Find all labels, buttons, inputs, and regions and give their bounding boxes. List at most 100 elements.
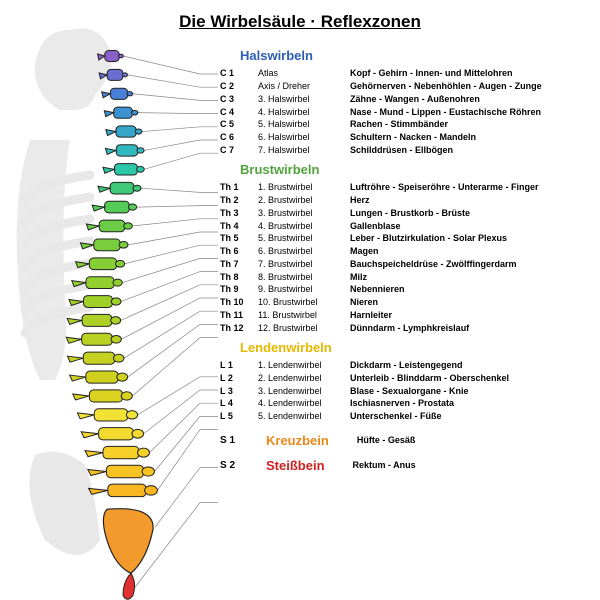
coccyx-organs: Rektum - Anus xyxy=(353,460,416,470)
reflex-organs: Ischiasnerven - Prostata xyxy=(350,397,590,410)
vertebra-code: C 2 xyxy=(220,80,258,93)
vertebra-code: C 5 xyxy=(220,118,258,131)
table-row: C 55. HalswirbelRachen - Stimmbänder xyxy=(220,118,590,131)
vertebra-code: Th 3 xyxy=(220,207,258,220)
table-row: Th 1212. BrustwirbelDünndarm - Lymphkrei… xyxy=(220,321,590,334)
vertebra-name: 7. Brustwirbel xyxy=(258,258,350,271)
vertebra-code: L 4 xyxy=(220,397,258,410)
vertebra-name: 6. Halswirbel xyxy=(258,131,350,144)
reflex-organs: Zähne - Wangen - Außenohren xyxy=(350,92,590,105)
table-row: L 11. LendenwirbelDickdarm - Leistengege… xyxy=(220,359,590,372)
vertebra-code: C 7 xyxy=(220,143,258,156)
vertebra-name: 10. Brustwirbel xyxy=(258,296,350,309)
vertebra-code: C 4 xyxy=(220,105,258,118)
table-row: Th 77. BrustwirbelBauchspeicheldrüse - Z… xyxy=(220,258,590,271)
sacrum-organs: Hüfte - Gesäß xyxy=(357,435,416,445)
reflex-organs: Milz xyxy=(350,270,590,283)
reflex-organs: Nebennieren xyxy=(350,283,590,296)
reflex-organs: Dünndarm - Lymphkreislauf xyxy=(350,321,590,334)
table-row: C 33. HalswirbelZähne - Wangen - Außenoh… xyxy=(220,92,590,105)
vertebra-name: 3. Lendenwirbel xyxy=(258,384,350,397)
vertebra-name: 12. Brustwirbel xyxy=(258,321,350,334)
vertebra-code: Th 4 xyxy=(220,219,258,232)
reflex-organs: Rachen - Stimmbänder xyxy=(350,118,590,131)
vertebra-name: 4. Halswirbel xyxy=(258,105,350,118)
reflex-organs: Magen xyxy=(350,245,590,258)
vertebra-code: L 3 xyxy=(220,384,258,397)
vertebra-name: 1. Lendenwirbel xyxy=(258,359,350,372)
section-table-thoracic: Th 11. BrustwirbelLuftröhre - Speiseröhr… xyxy=(220,181,590,334)
vertebra-name: Atlas xyxy=(258,67,350,80)
vertebra-name: 8. Brustwirbel xyxy=(258,270,350,283)
table-row: Th 88. BrustwirbelMilz xyxy=(220,270,590,283)
table-row: Th 1111. BrustwirbelHarnleiter xyxy=(220,308,590,321)
sacrum-row: S 1 Kreuzbein Hüfte - Gesäß xyxy=(220,433,590,448)
table-row: C 1AtlasKopf - Gehirn - Innen- und Mitte… xyxy=(220,67,590,80)
table-row: Th 44. BrustwirbelGallenblase xyxy=(220,219,590,232)
vertebra-code: Th 11 xyxy=(220,308,258,321)
reflex-organs: Luftröhre - Speiseröhre - Unterarme - Fi… xyxy=(350,181,590,194)
vertebra-code: L 5 xyxy=(220,410,258,423)
vertebra-name: 11. Brustwirbel xyxy=(258,308,350,321)
vertebra-code: C 6 xyxy=(220,131,258,144)
vertebra-code: Th 12 xyxy=(220,321,258,334)
vertebra-code: Th 9 xyxy=(220,283,258,296)
table-row: Th 55. BrustwirbelLeber - Blutzirkulatio… xyxy=(220,232,590,245)
reflex-organs: Dickdarm - Leistengegend xyxy=(350,359,590,372)
vertebra-code: Th 8 xyxy=(220,270,258,283)
coccyx-label: Steißbein xyxy=(266,458,325,473)
vertebra-code: L 2 xyxy=(220,372,258,385)
vertebra-name: 5. Lendenwirbel xyxy=(258,410,350,423)
table-row: Th 1010. BrustwirbelNieren xyxy=(220,296,590,309)
vertebra-code: Th 1 xyxy=(220,181,258,194)
table-row: C 77. HalswirbelSchilddrüsen - Ellbögen xyxy=(220,143,590,156)
vertebra-code: L 1 xyxy=(220,359,258,372)
reflex-organs: Schilddrüsen - Ellbögen xyxy=(350,143,590,156)
table-row: Th 22. BrustwirbelHerz xyxy=(220,194,590,207)
vertebra-name: 3. Halswirbel xyxy=(258,92,350,105)
table-row: C 66. HalswirbelSchultern - Nacken - Man… xyxy=(220,131,590,144)
vertebra-name: Axis / Dreher xyxy=(258,80,350,93)
vertebra-code: Th 6 xyxy=(220,245,258,258)
table-row: L 44. LendenwirbelIschiasnerven - Prosta… xyxy=(220,397,590,410)
reflex-organs: Kopf - Gehirn - Innen- und Mittelohren xyxy=(350,67,590,80)
vertebra-name: 5. Brustwirbel xyxy=(258,232,350,245)
reflex-organs: Bauchspeicheldrüse - Zwölffingerdarm xyxy=(350,258,590,271)
table-row: Th 99. BrustwirbelNebennieren xyxy=(220,283,590,296)
vertebra-code: Th 5 xyxy=(220,232,258,245)
table-row: C 2Axis / DreherGehörnerven - Nebenhöhle… xyxy=(220,80,590,93)
reflex-organs: Unterschenkel - Füße xyxy=(350,410,590,423)
table-row: Th 33. BrustwirbelLungen - Brustkorb - B… xyxy=(220,207,590,220)
reflex-table: HalswirbelnC 1AtlasKopf - Gehirn - Innen… xyxy=(220,42,590,473)
reflex-organs: Schultern - Nacken - Mandeln xyxy=(350,131,590,144)
vertebra-name: 4. Lendenwirbel xyxy=(258,397,350,410)
table-row: L 55. LendenwirbelUnterschenkel - Füße xyxy=(220,410,590,423)
sacrum-label: Kreuzbein xyxy=(266,433,329,448)
reflex-organs: Blase - Sexualorgane - Knie xyxy=(350,384,590,397)
vertebra-name: 2. Brustwirbel xyxy=(258,194,350,207)
reflex-organs: Harnleiter xyxy=(350,308,590,321)
vertebra-name: 3. Brustwirbel xyxy=(258,207,350,220)
section-table-cervical: C 1AtlasKopf - Gehirn - Innen- und Mitte… xyxy=(220,67,590,156)
vertebra-code: C 1 xyxy=(220,67,258,80)
vertebra-name: 2. Lendenwirbel xyxy=(258,372,350,385)
sacrum-code: S 1 xyxy=(220,435,258,446)
vertebra-name: 1. Brustwirbel xyxy=(258,181,350,194)
reflex-organs: Gallenblase xyxy=(350,219,590,232)
table-row: Th 11. BrustwirbelLuftröhre - Speiseröhr… xyxy=(220,181,590,194)
reflex-organs: Gehörnerven - Nebenhöhlen - Augen - Zung… xyxy=(350,80,590,93)
vertebra-name: 4. Brustwirbel xyxy=(258,219,350,232)
table-row: L 33. LendenwirbelBlase - Sexualorgane -… xyxy=(220,384,590,397)
reflex-organs: Leber - Blutzirkulation - Solar Plexus xyxy=(350,232,590,245)
reflex-organs: Herz xyxy=(350,194,590,207)
vertebra-code: Th 2 xyxy=(220,194,258,207)
reflex-organs: Lungen - Brustkorb - Brüste xyxy=(350,207,590,220)
section-table-lumbar: L 11. LendenwirbelDickdarm - Leistengege… xyxy=(220,359,590,423)
section-header-lumbar: Lendenwirbeln xyxy=(240,340,590,355)
section-header-thoracic: Brustwirbeln xyxy=(240,162,590,177)
vertebra-code: Th 7 xyxy=(220,258,258,271)
vertebra-name: 6. Brustwirbel xyxy=(258,245,350,258)
vertebra-code: C 3 xyxy=(220,92,258,105)
reflex-organs: Unterleib - Blinddarm - Oberschenkel xyxy=(350,372,590,385)
vertebra-name: 7. Halswirbel xyxy=(258,143,350,156)
